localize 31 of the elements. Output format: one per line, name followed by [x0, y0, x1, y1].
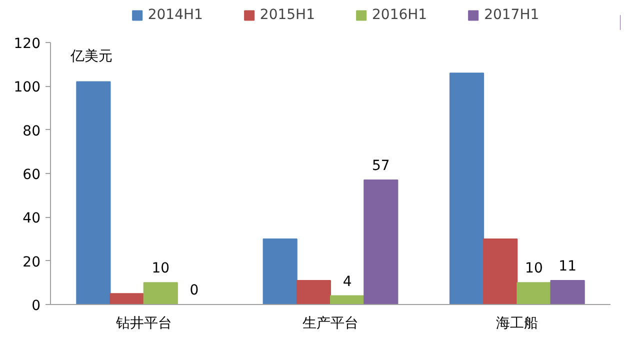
data-label: 0 — [190, 282, 199, 298]
legend-label: 2014H1 — [148, 7, 203, 23]
bar — [262, 238, 298, 304]
y-tick-label: 20 — [22, 254, 41, 270]
y-tick-label: 80 — [22, 123, 41, 140]
data-label: 4 — [342, 274, 352, 290]
x-tick-label: 海工船 — [496, 316, 538, 332]
data-label: 11 — [558, 258, 576, 274]
bar — [76, 81, 111, 304]
data-label: 10 — [152, 260, 170, 277]
bar — [449, 72, 484, 304]
bar — [483, 238, 518, 304]
y-tick-label: 120 — [14, 36, 41, 52]
y-axis-title: 亿美元 — [70, 48, 112, 64]
y-tick-label: 100 — [14, 80, 41, 96]
y-tick-label: 40 — [22, 210, 41, 227]
bar — [550, 280, 585, 304]
y-tick-label: 0 — [32, 298, 41, 314]
bar — [143, 282, 178, 304]
bar — [296, 280, 331, 304]
data-label: 10 — [525, 260, 543, 277]
bar — [516, 282, 552, 304]
x-tick-label: 生产平台 — [302, 316, 358, 332]
legend-label: 2017H1 — [484, 7, 540, 23]
data-label: 57 — [372, 158, 390, 174]
y-tick-label: 60 — [22, 167, 41, 183]
legend-label: 2016H1 — [372, 7, 428, 23]
bar — [110, 293, 144, 304]
x-tick-label: 钻井平台 — [114, 316, 172, 332]
bar — [364, 180, 398, 304]
legend-label: 2015H1 — [260, 7, 315, 23]
